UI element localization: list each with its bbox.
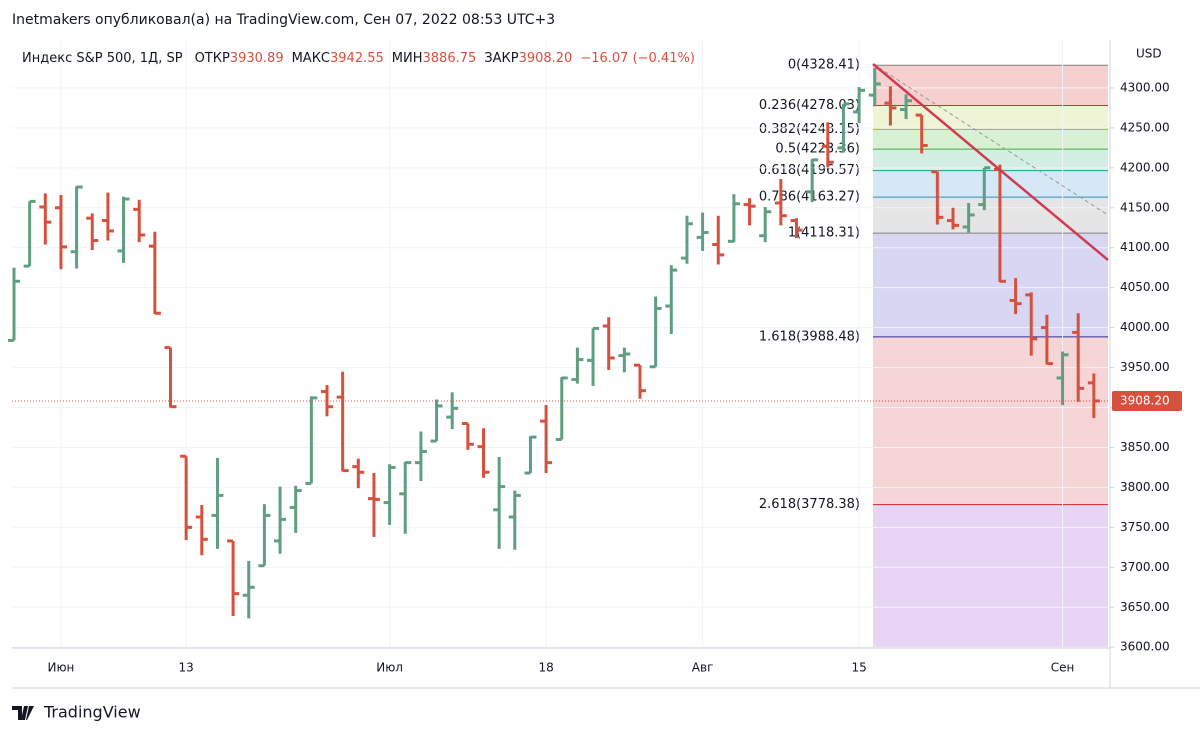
trend-line — [872, 63, 1109, 261]
fib-zone — [873, 129, 1108, 150]
y-tick-label: 3850.00 — [1120, 440, 1170, 454]
fib-zone — [873, 170, 1108, 198]
legend-field-value: 3942.55 — [330, 51, 384, 66]
x-tick-label: 18 — [538, 661, 553, 675]
logo — [12, 706, 34, 720]
y-tick-label: 4100.00 — [1120, 240, 1170, 254]
y-tick-label: 3750.00 — [1120, 520, 1170, 534]
fib-zone — [873, 233, 1108, 337]
y-tick-label: 3700.00 — [1120, 560, 1170, 574]
y-tick-label: 4200.00 — [1120, 160, 1170, 174]
y-tick-label: 3800.00 — [1120, 480, 1170, 494]
fib-label: 2.618(3778.38) — [759, 497, 860, 512]
fib-label: 0.236(4278.03) — [759, 98, 860, 113]
grid — [12, 40, 1108, 648]
fib-label: 1(4118.31) — [788, 226, 860, 241]
y-axis-label: USD — [1136, 47, 1162, 61]
x-tick-label: 13 — [179, 661, 194, 675]
fib-label: 0(4328.41) — [788, 58, 860, 73]
x-tick-label: Сен — [1051, 661, 1075, 675]
fib-label: 0.382(4248.15) — [759, 122, 860, 137]
fib-retracement: 0(4328.41) 0.236(4278.03) 0.382(4248.15) 0.… — [759, 58, 1108, 648]
legend: Индекс S&P 500, 1Д, SP ОТКР3930.89 МАКС394… — [22, 51, 695, 66]
x-tick-label: 15 — [851, 661, 866, 675]
y-tick-label: 3950.00 — [1120, 360, 1170, 374]
fib-zone — [873, 65, 1108, 106]
legend-field-value: 3930.89 — [230, 51, 284, 66]
fib-label: 0.786(4163.27) — [759, 190, 860, 205]
y-tick-label: 3600.00 — [1120, 640, 1170, 654]
legend-field-name: ОТКР — [195, 51, 230, 66]
y-tick-label: 4050.00 — [1120, 280, 1170, 294]
trend-dashed — [872, 63, 1109, 216]
legend-field-name: ЗАКР — [484, 51, 518, 66]
legend-field-name: МАКС — [292, 51, 330, 66]
legend-change: −16.07 (−0.41%) — [580, 51, 695, 66]
x-tick-label: Июн — [47, 661, 74, 675]
x-tick-label: Авг — [692, 661, 714, 675]
fib-label: 0.5(4223.36) — [775, 142, 860, 157]
last-price-label: 3908.20 — [1120, 393, 1170, 407]
bars — [8, 67, 1100, 619]
fib-zone — [873, 197, 1108, 234]
legend-field-value: 3908.20 — [519, 51, 573, 66]
x-tick-label: Июл — [376, 661, 403, 675]
legend-field-value: 3886.75 — [423, 51, 477, 66]
y-tick-label: 3650.00 — [1120, 600, 1170, 614]
legend-symbol: Индекс S&P 500, 1Д, SP — [22, 51, 183, 66]
fib-zone — [873, 504, 1108, 648]
fib-zone — [873, 336, 1108, 505]
fib-zone — [873, 149, 1108, 171]
y-tick-label: 4300.00 — [1120, 80, 1170, 94]
header: Inetmakers опубликовал(а) на TradingView… — [12, 12, 555, 28]
fib-label: 0.618(4196.57) — [759, 163, 860, 178]
footer-brand: TradingView — [43, 703, 141, 722]
y-tick-label: 4000.00 — [1120, 320, 1170, 334]
legend-field-name: МИН — [392, 51, 423, 66]
fib-label: 1.618(3988.48) — [759, 329, 860, 344]
last-price-box — [1112, 390, 1182, 411]
y-tick-label: 4250.00 — [1120, 120, 1170, 134]
y-tick-label: 4150.00 — [1120, 200, 1170, 214]
fib-zone — [873, 105, 1108, 130]
